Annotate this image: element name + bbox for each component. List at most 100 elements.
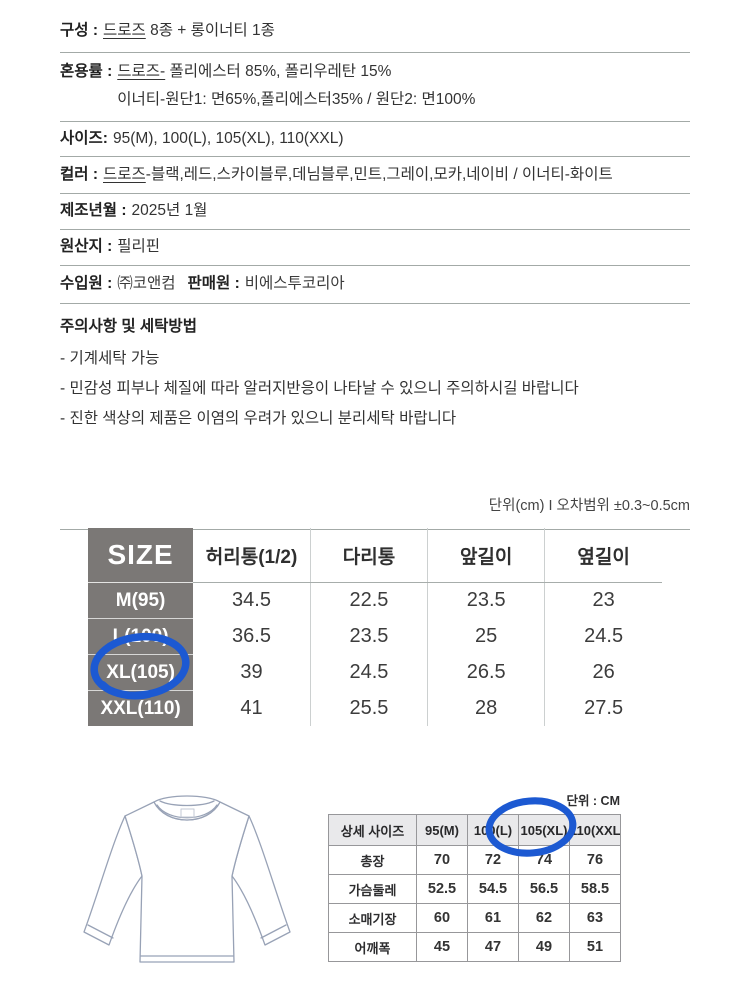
size-value-cell: 27.5 xyxy=(544,690,662,726)
detail-row-label: 소매기장 xyxy=(328,903,417,933)
size-table: SIZE 허리통(1/2) 다리통 앞길이 옆길이 M(95) 34.5 22.… xyxy=(88,528,662,726)
detail-value-cell: 54.5 xyxy=(467,874,519,904)
shirt-detail-section: 단위 : CM 상세 사이즈 95(M) 100(L) 105(XL) 110(… xyxy=(0,780,750,1000)
spec-value-importer: ㈜코앤컴 xyxy=(117,275,176,292)
size-value-cell: 23 xyxy=(544,582,662,619)
size-value-cell: 23.5 xyxy=(427,582,545,619)
detail-value-cell: 51 xyxy=(569,932,621,962)
detail-value-cell: 49 xyxy=(518,932,570,962)
detail-value-cell: 47 xyxy=(467,932,519,962)
detail-value-cell: 61 xyxy=(467,903,519,933)
size-row-label: XL(105) xyxy=(88,654,194,691)
size-row-label: L(100) xyxy=(88,618,194,655)
detail-value-cell: 56.5 xyxy=(518,874,570,904)
shirt-collar-inner-line xyxy=(156,804,218,819)
size-col-header-leg: 다리통 xyxy=(309,528,428,583)
shirt-collar xyxy=(153,795,221,821)
spec-row-origin: 원산지 : 필리핀 xyxy=(60,230,690,266)
detail-size-table: 상세 사이즈 95(M) 100(L) 105(XL) 110(XXL) 총장 … xyxy=(328,814,621,962)
shirt-neck-label xyxy=(180,808,195,818)
detail-row-label: 가슴둘레 xyxy=(328,874,417,904)
detail-row-label: 어깨폭 xyxy=(328,932,417,962)
detail-col-header-95m: 95(M) xyxy=(416,814,468,846)
detail-unit-label: 단위 : CM xyxy=(566,794,620,808)
spec-label-importer: 수입원 : xyxy=(60,275,113,292)
detail-value-cell: 72 xyxy=(467,845,519,875)
care-item: - 진한 색상의 제품은 이염의 우려가 있으니 분리세탁 바랍니다 xyxy=(60,410,457,427)
product-spec-section: 구성 : 드로즈 8종 + 롱이너티 1종 혼용률 : 드로즈- 폴리에스터 8… xyxy=(60,10,690,434)
size-value-cell: 23.5 xyxy=(309,618,428,655)
size-table-row-xl105: XL(105) 39 24.5 26.5 26 xyxy=(88,654,662,691)
size-value-cell: 41 xyxy=(240,696,263,719)
size-row-label: XXL(110) xyxy=(88,690,194,726)
size-table-row-xxl110: XXL(110) 41 25.5 28 27.5 xyxy=(88,690,662,726)
size-table-header-row: SIZE 허리통(1/2) 다리통 앞길이 옆길이 xyxy=(88,528,662,583)
size-col-header-side: 옆길이 xyxy=(544,528,662,583)
size-table-row-l100: L(100) 36.5 23.5 25 24.5 xyxy=(88,618,662,655)
shirt-right-cuff-seam xyxy=(260,924,287,939)
spec-value-manufacture-date: 2025년 1월 xyxy=(131,202,208,219)
unit-tolerance-note: 단위(cm) I 오차범위 ±0.3~0.5cm xyxy=(60,494,690,530)
spec-row-color: 컬러 : 드로즈-블랙,레드,스카이블루,데님블루,민트,그레이,모카,네이비 … xyxy=(60,157,690,194)
size-table-corner-header: SIZE xyxy=(88,528,194,583)
size-table-row-m95: M(95) 34.5 22.5 23.5 23 xyxy=(88,582,662,619)
size-value-cell: 25.5 xyxy=(309,690,428,726)
detail-row-label: 총장 xyxy=(328,845,417,875)
detail-value-cell: 76 xyxy=(569,845,621,875)
detail-value-cell: 70 xyxy=(416,845,468,875)
detail-header-row: 상세 사이즈 95(M) 100(L) 105(XL) 110(XXL) xyxy=(328,814,621,846)
size-col-header-front: 앞길이 xyxy=(427,528,545,583)
spec-value-composition: 드로즈 8종 + 롱이너티 1종 xyxy=(103,22,275,39)
detail-row-shoulder: 어깨폭 45 47 49 51 xyxy=(328,932,621,962)
detail-size-block: 단위 : CM 상세 사이즈 95(M) 100(L) 105(XL) 110(… xyxy=(328,790,621,962)
detail-row-total-length: 총장 70 72 74 76 xyxy=(328,845,621,875)
spec-row-importer-seller: 수입원 : ㈜코앤컴 판매원 : 비에스투코리아 xyxy=(60,266,690,304)
spec-value-size: 95(M), 100(L), 105(XL), 110(XXL) xyxy=(112,130,344,147)
detail-row-chest: 가슴둘레 52.5 54.5 56.5 58.5 xyxy=(328,874,621,904)
detail-value-cell: 45 xyxy=(416,932,468,962)
spec-label-color: 컬러 : xyxy=(60,166,98,183)
spec-value-seller: 비에스투코리아 xyxy=(244,275,345,292)
spec-value-origin: 필리핀 xyxy=(117,238,161,255)
spec-label-size: 사이즈: xyxy=(60,130,108,147)
size-value-cell: 28 xyxy=(427,690,545,726)
detail-corner-header: 상세 사이즈 xyxy=(328,814,417,846)
detail-value-cell: 62 xyxy=(518,903,570,933)
size-value-cell: 22.5 xyxy=(309,582,428,619)
shirt-body xyxy=(124,801,250,963)
size-value-cell: 24.5 xyxy=(309,654,428,691)
size-col-header-waist: 허리통(1/2) xyxy=(193,528,311,583)
detail-row-sleeve: 소매기장 60 61 62 63 xyxy=(328,903,621,933)
care-instructions-list: - 기계세탁 가능 - 민감성 피부나 체질에 따라 알러지반응이 나타날 수 … xyxy=(60,344,690,434)
detail-col-header-105xl: 105(XL) xyxy=(518,814,570,846)
detail-col-header-100l: 100(L) xyxy=(467,814,519,846)
spec-row-fabric-mix: 혼용률 : 드로즈- 폴리에스터 85%, 폴리우레탄 15% 이너티-원단1:… xyxy=(60,53,690,122)
detail-value-cell: 60 xyxy=(416,903,468,933)
spec-label-manufacture-date: 제조년월 : xyxy=(60,202,127,219)
detail-value-cell: 63 xyxy=(569,903,621,933)
spec-label-origin: 원산지 : xyxy=(60,238,113,255)
size-value-cell: 25 xyxy=(427,618,545,655)
size-value-cell: 26.5 xyxy=(427,654,545,691)
detail-col-header-110xxl: 110(XXL) xyxy=(569,814,621,846)
detail-value-cell: 58.5 xyxy=(569,874,621,904)
spec-label-fabric-mix: 혼용률 : xyxy=(60,63,113,80)
spec-label-composition: 구성 : xyxy=(60,22,98,39)
size-value-cell: 34.5 xyxy=(232,589,271,612)
size-value-cell: 39 xyxy=(240,661,263,683)
size-value-cell: 24.5 xyxy=(544,618,662,655)
care-instructions-title: 주의사항 및 세탁방법 xyxy=(60,318,197,335)
detail-value-cell: 74 xyxy=(518,845,570,875)
spec-row-size: 사이즈: 95(M), 100(L), 105(XL), 110(XXL) xyxy=(60,122,690,157)
long-sleeve-shirt-drawing xyxy=(83,795,291,963)
size-row-label: M(95) xyxy=(88,582,194,619)
spec-value-color: 드로즈-블랙,레드,스카이블루,데님블루,민트,그레이,모카,네이비 / 이너티… xyxy=(103,166,613,183)
spec-value-fabric-mix: 드로즈- 폴리에스터 85%, 폴리우레탄 15% 이너티-원단1: 면65%,… xyxy=(117,63,476,108)
shirt-back-collar-line xyxy=(159,800,215,807)
spec-label-seller: 판매원 : xyxy=(187,275,240,292)
care-item: - 민감성 피부나 체질에 따라 알러지반응이 나타날 수 있으니 주의하시길 … xyxy=(60,380,579,397)
size-value-cell: 36.5 xyxy=(232,625,271,647)
spec-row-manufacture-date: 제조년월 : 2025년 1월 xyxy=(60,194,690,230)
detail-value-cell: 52.5 xyxy=(416,874,468,904)
